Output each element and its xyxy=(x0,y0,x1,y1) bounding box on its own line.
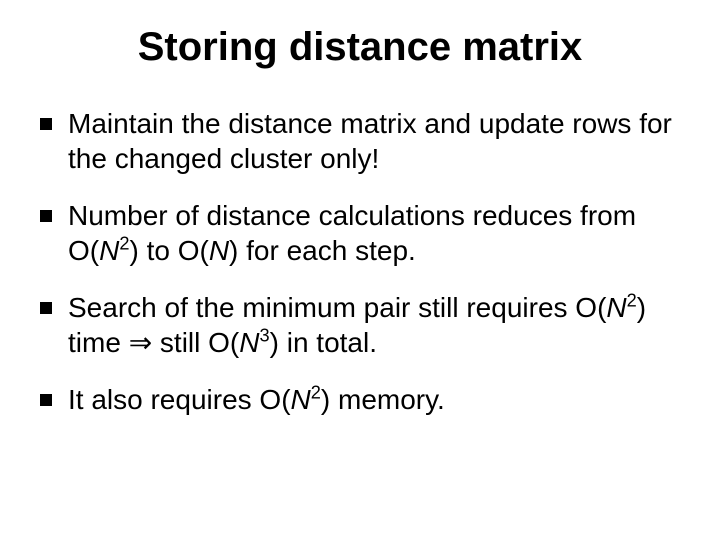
bullet-list: Maintain the distance matrix and update … xyxy=(40,106,680,417)
text-segment: 2 xyxy=(311,383,321,403)
text-segment: ⇒ xyxy=(129,327,152,358)
text-segment: N xyxy=(606,292,626,323)
text-segment: ) memory. xyxy=(321,384,445,415)
text-segment: N xyxy=(239,327,259,358)
slide: Storing distance matrix Maintain the dis… xyxy=(0,0,720,540)
text-segment: ) to O( xyxy=(129,235,208,266)
text-segment: still O( xyxy=(152,327,239,358)
text-segment: N xyxy=(99,235,119,266)
list-item: Search of the minimum pair still require… xyxy=(40,290,680,360)
text-segment: ) for each step. xyxy=(229,235,416,266)
list-item: It also requires O(N2) memory. xyxy=(40,382,680,417)
text-segment: Maintain the distance matrix and update … xyxy=(68,108,672,174)
text-segment: 2 xyxy=(627,291,637,311)
text-segment: N xyxy=(209,235,229,266)
text-segment: Search of the minimum pair still require… xyxy=(68,292,606,323)
list-item: Maintain the distance matrix and update … xyxy=(40,106,680,176)
text-segment: ) in total. xyxy=(270,327,377,358)
text-segment: 3 xyxy=(260,326,270,346)
text-segment: N xyxy=(291,384,311,415)
list-item: Number of distance calculations reduces … xyxy=(40,198,680,268)
text-segment: It also requires O( xyxy=(68,384,291,415)
text-segment: 2 xyxy=(119,234,129,254)
slide-title: Storing distance matrix xyxy=(40,24,680,70)
